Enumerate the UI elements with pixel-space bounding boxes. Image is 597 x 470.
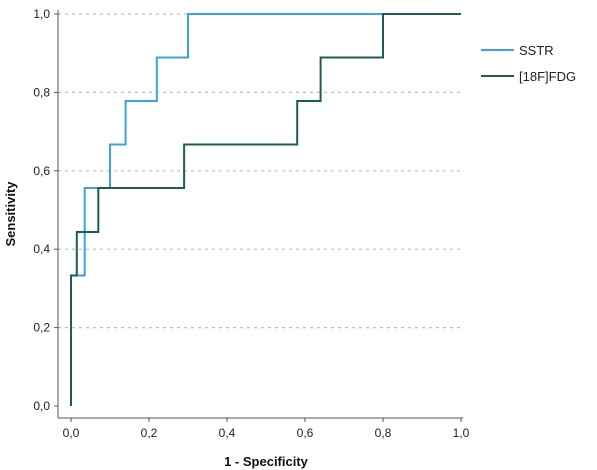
axes [54,10,463,422]
grid-lines [58,13,463,329]
y-tick-labels: 0,0 0,2 0,4 0,6 0,8 1,0 [33,7,50,413]
x-tick-label: 0,6 [297,426,314,440]
series-line-sstr [70,13,461,406]
x-axis-title: 1 - Specificity [224,454,309,469]
y-tick-label: 0,4 [33,242,50,256]
x-tick-label: 0,2 [141,426,158,440]
legend-label: [18F]FDG [519,69,576,84]
x-tick-label: 0,8 [375,426,392,440]
y-tick-label: 0,2 [33,321,50,335]
x-tick-label: 1,0 [453,426,470,440]
legend: SSTR [18F]FDG [481,43,576,84]
series-lines [70,13,461,406]
y-axis-title: Sensitivity [3,181,18,247]
y-tick-label: 1,0 [33,7,50,21]
x-tick-label: 0,0 [63,426,80,440]
y-tick-label: 0,6 [33,164,50,178]
y-tick-label: 0,0 [33,399,50,413]
y-tick-label: 0,8 [33,85,50,99]
legend-label: SSTR [519,43,554,58]
x-tick-labels: 0,0 0,2 0,4 0,6 0,8 1,0 [63,426,470,440]
x-tick-label: 0,4 [219,426,236,440]
series-line-fdg [70,13,461,406]
